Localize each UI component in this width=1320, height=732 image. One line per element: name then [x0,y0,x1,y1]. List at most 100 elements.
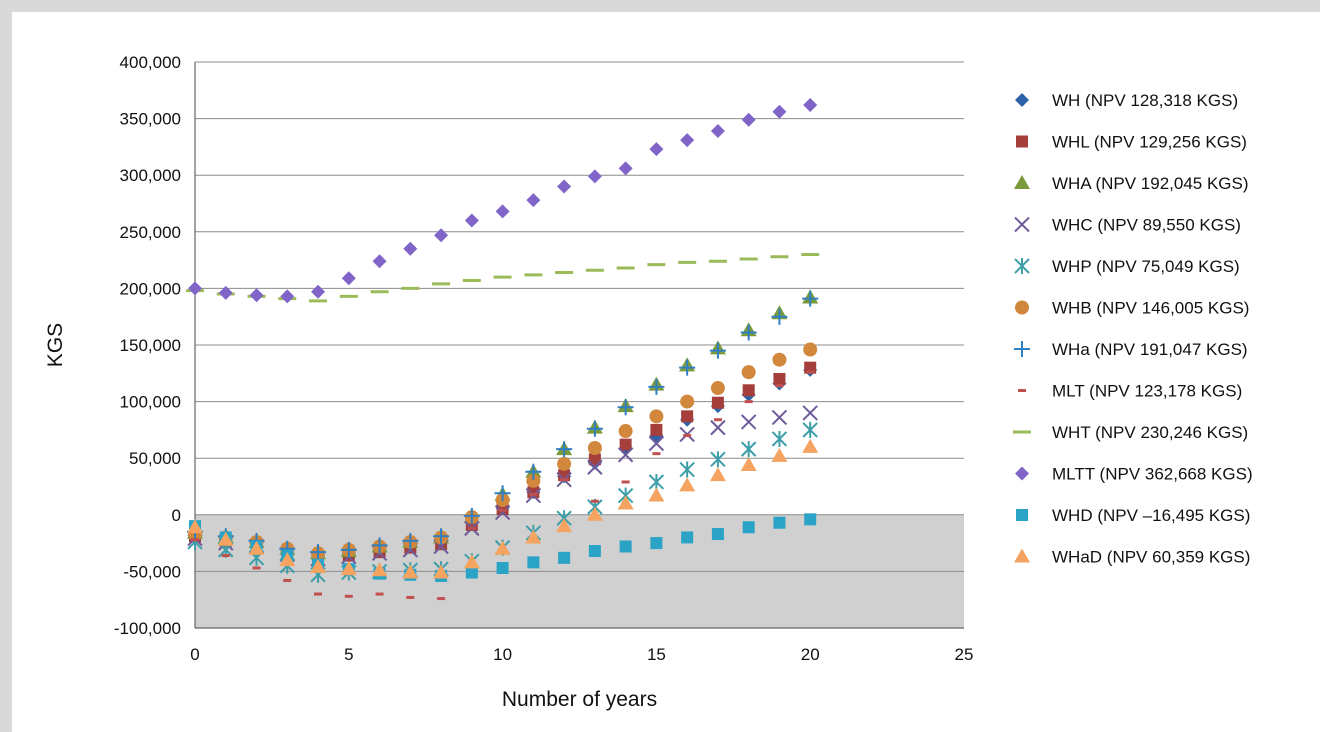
data-point [710,451,726,468]
data-point [650,423,663,436]
legend-marker [1014,341,1030,357]
data-point [679,477,696,492]
data-point [802,405,818,421]
data-point [771,430,788,447]
data-point [218,285,233,300]
data-point [617,399,634,416]
data-point [310,558,327,573]
data-point [556,518,573,533]
legend-item: WHL (NPV 129,256 KGS) [1016,133,1247,152]
data-point [710,419,726,436]
legend-item: WHA (NPV 192,045 KGS) [1014,174,1249,193]
y-tick-label: 300,000 [120,166,181,185]
legend-label: WHD (NPV –16,495 KGS) [1052,506,1250,525]
legend-item: MLTT (NPV 362,668 KGS) [1015,465,1253,484]
x-tick-label: 10 [493,645,512,664]
data-point [310,544,327,561]
data-point [496,562,509,575]
data-point [526,473,541,488]
data-point [773,516,786,529]
y-tick-label: 400,000 [120,53,181,72]
legend-label: WHT (NPV 230,246 KGS) [1052,423,1248,442]
legend-label: WHA (NPV 192,045 KGS) [1052,174,1249,193]
data-point [804,361,817,374]
data-point [402,532,419,549]
x-tick-label: 20 [801,645,820,664]
data-point [773,372,786,385]
data-point [587,441,602,456]
series-7 [191,370,815,601]
legend-marker [1014,175,1030,189]
data-point [527,556,540,569]
tick-labels: -100,000 -50,000 0 50,000 100,000 150,000 200,… [114,53,974,664]
data-point [649,409,664,424]
legend-item: WHP (NPV 75,049 KGS) [1014,257,1240,276]
data-point [740,324,757,341]
legend-item: WHa (NPV 191,047 KGS) [1014,340,1248,359]
data-point [464,213,479,228]
data-point [710,381,725,396]
data-point [619,540,632,553]
data-point [772,352,787,367]
data-point [618,161,633,176]
data-point [586,506,603,521]
gridlines [195,61,964,629]
data-point [681,531,694,544]
chart-svg: -100,000 -50,000 0 50,000 100,000 150,000 200,… [44,53,1253,711]
data-point [279,552,296,567]
data-point [709,342,726,359]
legend-label: WH (NPV 128,318 KGS) [1052,91,1238,110]
x-tick-label: 0 [190,645,199,664]
data-point [280,289,295,304]
legend-item: WHC (NPV 89,550 KGS) [1014,216,1241,235]
data-point [494,504,511,521]
data-point [742,384,755,397]
y-tick-label: 50,000 [129,449,181,468]
data-marks [186,98,820,601]
data-point [679,359,696,376]
legend-item: WHD (NPV –16,495 KGS) [1016,506,1250,525]
data-point [217,531,234,546]
data-point [402,564,419,579]
legend-label: WHP (NPV 75,049 KGS) [1052,257,1240,276]
series-8 [186,252,820,303]
legend-marker [1016,509,1028,521]
data-point [586,420,603,437]
data-point [802,421,818,438]
data-point [709,467,726,482]
data-point [558,551,571,564]
data-point [340,561,357,576]
x-axis-label: Number of years [502,688,657,711]
data-point [648,435,665,452]
y-tick-label: 250,000 [120,223,181,242]
series-11 [187,438,819,579]
data-point [711,396,724,409]
data-point [803,342,818,357]
data-point [741,365,756,380]
legend-item: WHB (NPV 146,005 KGS) [1015,299,1249,318]
data-point [771,308,788,325]
data-point [710,124,725,139]
legend-label: WHL (NPV 129,256 KGS) [1052,133,1247,152]
data-point [494,485,511,502]
data-point [525,529,542,544]
data-point [771,447,788,462]
data-point [804,513,817,526]
legend-item: WHT (NPV 230,246 KGS) [1013,423,1248,442]
data-point [741,112,756,127]
data-point [617,495,634,510]
y-tick-label: 0 [172,506,181,525]
legend-marker [1015,93,1029,107]
data-point [771,409,788,426]
data-point [340,541,357,558]
x-tick-label: 5 [344,645,353,664]
legend-label: WHa (NPV 191,047 KGS) [1052,340,1248,359]
data-point [465,566,478,579]
data-point [650,537,663,550]
y-tick-label: 100,000 [120,393,181,412]
data-point [434,228,449,243]
data-point [802,290,819,307]
x-tick-label: 15 [647,645,666,664]
data-point [648,378,665,395]
data-point [249,288,264,303]
